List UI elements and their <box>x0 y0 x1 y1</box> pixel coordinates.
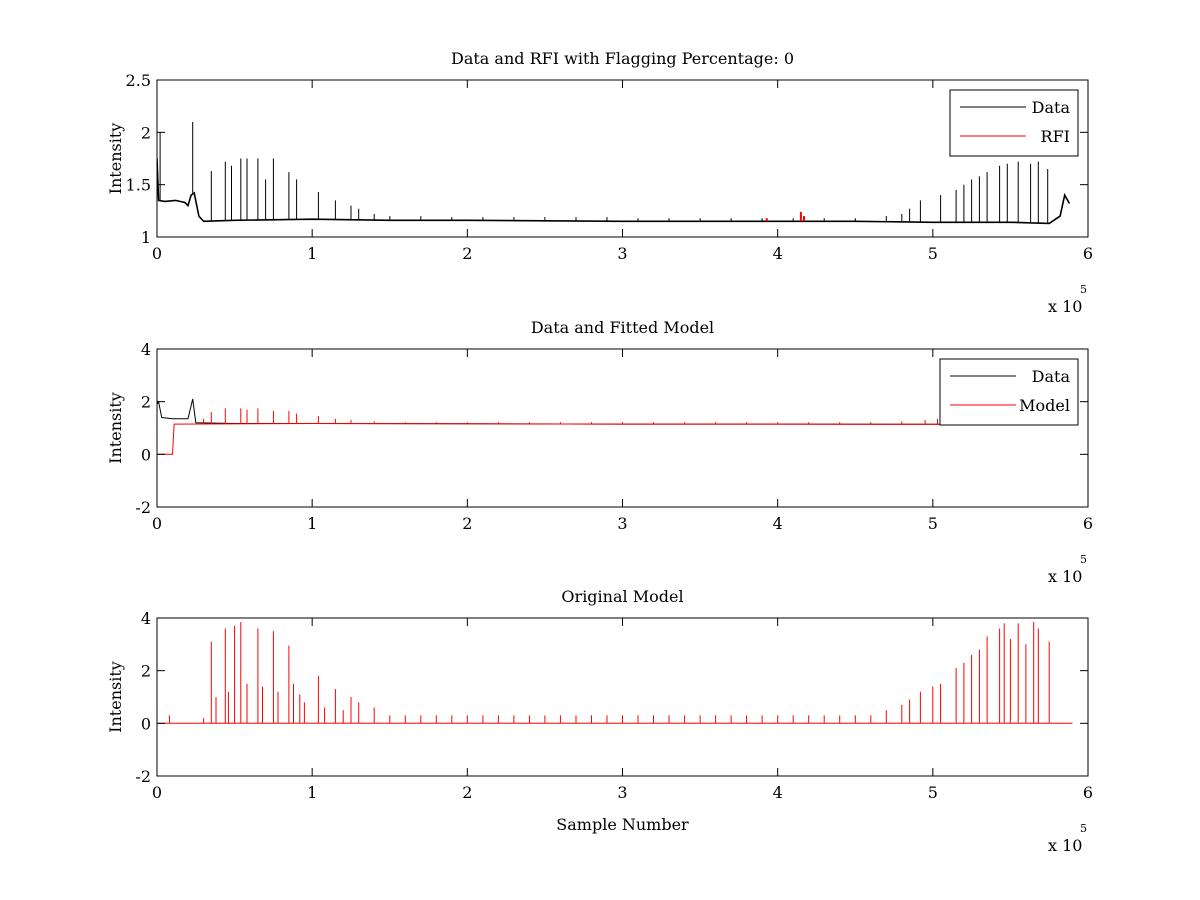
y-tick-label: 4 <box>141 340 151 359</box>
chart-title: Data and Fitted Model <box>531 318 714 337</box>
x-multiplier: x 10 <box>1048 567 1082 586</box>
y-tick-label: 0 <box>141 445 151 464</box>
x-multiplier-exponent: 5 <box>1080 822 1087 835</box>
legend-box <box>949 89 1079 157</box>
series-model <box>157 408 941 455</box>
x-tick-label: 2 <box>462 514 472 533</box>
x-tick-label: 1 <box>307 514 317 533</box>
legend-entry: Model <box>1019 396 1070 415</box>
x-tick-label: 6 <box>1083 783 1093 802</box>
chart-title: Original Model <box>561 587 683 606</box>
x-tick-label: 2 <box>462 783 472 802</box>
x-tick-label: 0 <box>152 783 162 802</box>
x-tick-label: 0 <box>152 514 162 533</box>
y-tick-label: 2 <box>141 123 151 142</box>
x-tick-label: 4 <box>773 783 783 802</box>
y-tick-label: 2.5 <box>126 71 151 90</box>
x-tick-label: 1 <box>307 783 317 802</box>
x-tick-label: 0 <box>152 244 162 263</box>
plot-area <box>157 622 1073 724</box>
x-tick-label: 3 <box>617 514 627 533</box>
series-line <box>157 158 1071 225</box>
legend-entry: Data <box>1032 367 1071 386</box>
y-tick-label: 2 <box>141 393 151 412</box>
x-tick-label: 2 <box>462 244 472 263</box>
x-tick-label: 3 <box>617 783 627 802</box>
legend: Data RFI <box>949 89 1079 157</box>
x-tick-label: 5 <box>928 244 938 263</box>
y-axis-label: Intensity <box>106 661 125 733</box>
x-tick-label: 6 <box>1083 244 1093 263</box>
series-model <box>157 622 1073 724</box>
axes-box <box>156 617 1089 777</box>
legend: Data Model <box>939 358 1079 426</box>
plot-area <box>157 121 1071 225</box>
x-multiplier: x 10 <box>1048 297 1082 316</box>
chart-title: Data and RFI with Flagging Percentage: 0 <box>451 49 794 68</box>
y-tick-label: 4 <box>141 609 151 628</box>
x-tick-label: 5 <box>928 514 938 533</box>
y-tick-label: -2 <box>135 767 151 786</box>
x-tick-label: 6 <box>1083 514 1093 533</box>
x-axis-label: Sample Number <box>556 815 689 834</box>
y-tick-label: -2 <box>135 498 151 517</box>
y-axis-label: Intensity <box>106 123 125 195</box>
axes-box <box>156 348 1089 508</box>
y-tick-label: 0 <box>141 714 151 733</box>
x-tick-label: 4 <box>773 514 783 533</box>
x-tick-label: 3 <box>617 244 627 263</box>
y-tick-label: 1.5 <box>126 176 151 195</box>
y-axis-label: Intensity <box>106 392 125 464</box>
series-rfi <box>765 211 805 222</box>
legend-entry: Data <box>1032 98 1071 117</box>
legend-entry: RFI <box>1041 127 1070 146</box>
legend-box <box>939 358 1079 426</box>
y-tick-label: 1 <box>141 228 151 247</box>
x-multiplier-exponent: 5 <box>1080 553 1087 566</box>
x-tick-label: 5 <box>928 783 938 802</box>
axes-box <box>156 79 1089 238</box>
x-multiplier: x 10 <box>1048 836 1082 855</box>
series-data <box>157 121 1071 225</box>
x-multiplier-exponent: 5 <box>1080 283 1087 296</box>
x-tick-label: 4 <box>773 244 783 263</box>
plot-area <box>157 398 941 455</box>
y-tick-label: 2 <box>141 662 151 681</box>
x-tick-label: 1 <box>307 244 317 263</box>
